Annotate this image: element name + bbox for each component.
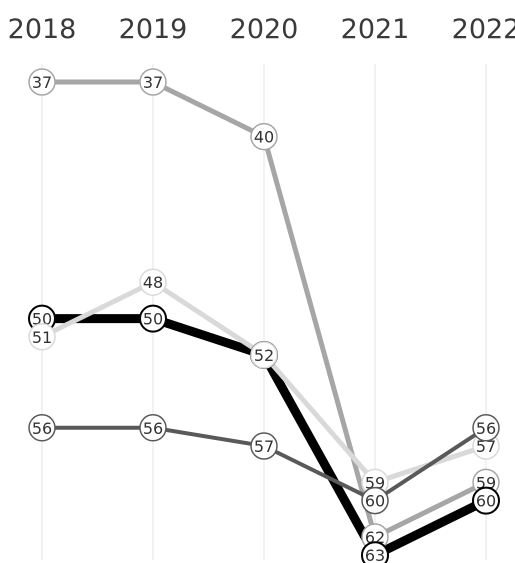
series-3-label-2021: 59 (365, 473, 385, 492)
series-3-label-2022: 57 (476, 437, 496, 456)
series-2-label-2022: 60 (476, 492, 496, 511)
series-4-marker-2019 (139, 414, 167, 442)
series-1-marker-2020 (250, 122, 278, 151)
series-4-marker-2018 (28, 414, 56, 442)
series-3-label-2019: 48 (143, 273, 163, 292)
series-3-label-2020: 52 (254, 346, 274, 365)
series-2-label-2021: 63 (365, 546, 385, 563)
series-1-label-2019: 37 (143, 73, 163, 92)
series-1-label-2018: 37 (32, 73, 52, 92)
series-3-label-2018: 51 (32, 328, 52, 347)
series-4-marker-2020 (250, 432, 278, 460)
series-3-marker-2018 (28, 323, 56, 351)
series-4-label-2021: 60 (365, 492, 385, 511)
x-tick-label-2020: 2020 (230, 14, 299, 45)
series-4-marker-2021 (361, 486, 389, 515)
series-2-label-2018: 50 (32, 310, 52, 329)
x-tick-label-2018: 2018 (8, 14, 77, 45)
series-3-marker-2020 (250, 341, 278, 369)
series-4-label-2018: 56 (32, 419, 52, 438)
series-2-marker-2021 (361, 541, 389, 563)
series-4-label-2020: 57 (254, 437, 274, 456)
series-2-marker-2022 (472, 486, 500, 515)
series-2-marker-2019 (139, 304, 167, 333)
series-3-marker-2019 (139, 268, 167, 296)
series-1-marker-2018 (28, 68, 56, 96)
x-tick-label-2022: 2022 (452, 14, 515, 45)
x-tick-label-2019: 2019 (119, 14, 188, 45)
x-tick-label-2021: 2021 (341, 14, 410, 45)
series-1-marker-2019 (139, 68, 167, 96)
series-1-label-2020: 40 (254, 128, 274, 147)
series-4-marker-2022 (472, 414, 500, 442)
series-4-label-2019: 56 (143, 419, 163, 438)
series-2-label-2019: 50 (143, 310, 163, 329)
series-4-label-2022: 56 (476, 419, 496, 438)
